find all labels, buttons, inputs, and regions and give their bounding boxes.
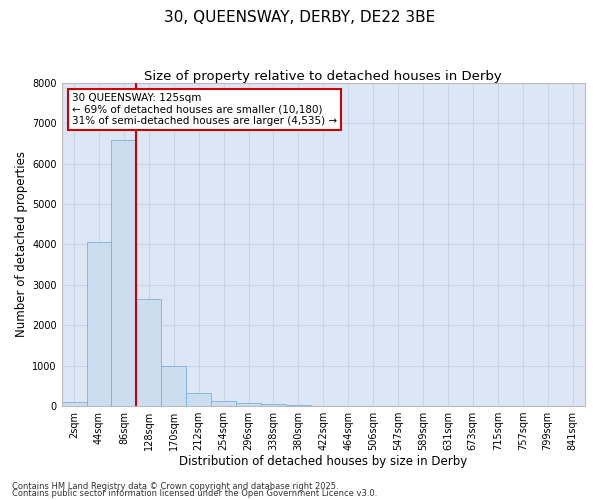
Title: Size of property relative to detached houses in Derby: Size of property relative to detached ho… <box>145 70 502 83</box>
X-axis label: Distribution of detached houses by size in Derby: Distribution of detached houses by size … <box>179 454 467 468</box>
Bar <box>186 392 211 406</box>
Text: 30, QUEENSWAY, DERBY, DE22 3BE: 30, QUEENSWAY, DERBY, DE22 3BE <box>164 10 436 25</box>
Y-axis label: Number of detached properties: Number of detached properties <box>15 152 28 338</box>
Text: Contains public sector information licensed under the Open Government Licence v3: Contains public sector information licen… <box>12 489 377 498</box>
Text: Contains HM Land Registry data © Crown copyright and database right 2025.: Contains HM Land Registry data © Crown c… <box>12 482 338 491</box>
Bar <box>136 299 161 406</box>
Bar <box>86 242 112 406</box>
Bar <box>236 403 261 406</box>
Bar <box>62 402 86 406</box>
Bar <box>261 404 286 406</box>
Bar <box>161 366 186 406</box>
Text: 30 QUEENSWAY: 125sqm
← 69% of detached houses are smaller (10,180)
31% of semi-d: 30 QUEENSWAY: 125sqm ← 69% of detached h… <box>72 92 337 126</box>
Bar <box>112 140 136 406</box>
Bar <box>286 405 311 406</box>
Bar <box>211 401 236 406</box>
